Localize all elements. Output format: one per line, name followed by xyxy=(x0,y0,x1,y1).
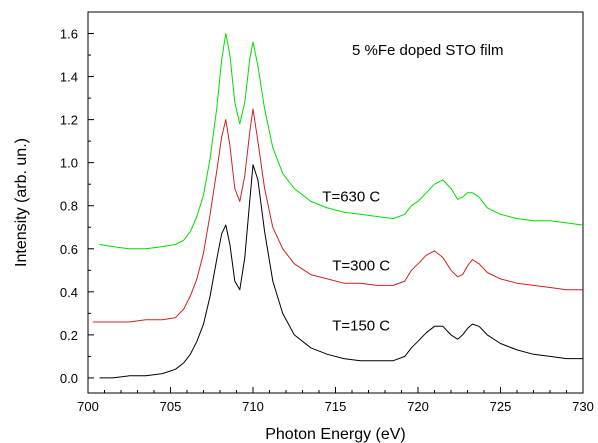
x-tick-label: 730 xyxy=(572,399,594,414)
series-line-3 xyxy=(99,164,583,379)
y-tick-label: 1.0 xyxy=(60,156,78,171)
tick-labels: 700 705 710 715 720 725 730 0.0 0.2 0.4 0.6 0.8 1.0 1… xyxy=(60,27,594,414)
axes-layer xyxy=(87,33,584,393)
y-tick-label: 0.6 xyxy=(60,242,78,257)
y-tick-label: 0.4 xyxy=(60,285,78,300)
annotation-4: T=150 C xyxy=(332,318,390,335)
series-line-1 xyxy=(99,33,584,250)
x-tick-label: 725 xyxy=(490,399,512,414)
y-tick-label: 0.2 xyxy=(60,328,78,343)
series-line-2 xyxy=(92,108,583,323)
y-tick-label: 1.6 xyxy=(60,27,78,42)
y-tick-label: 1.2 xyxy=(60,113,78,128)
annotation-2: T=630 C xyxy=(322,188,380,205)
y-axis-title: Intensity (arb. un.) xyxy=(13,138,30,267)
y-tick-label: 1.4 xyxy=(60,70,78,85)
x-tick-label: 715 xyxy=(325,399,347,414)
annotation-1: 5 %Fe doped STO film xyxy=(352,42,503,59)
x-tick-label: 700 xyxy=(77,399,99,414)
annotations: 5 %Fe doped STO film T=630 C T=300 C T=150 … xyxy=(322,42,503,335)
y-tick-label: 0.8 xyxy=(60,199,78,214)
x-tick-label: 720 xyxy=(407,399,429,414)
y-tick-label: 0.0 xyxy=(60,371,78,386)
series-layer xyxy=(92,33,584,379)
x-axis-title: Photon Energy (eV) xyxy=(265,426,406,443)
x-tick-label: 705 xyxy=(160,399,182,414)
x-tick-label: 710 xyxy=(242,399,264,414)
annotation-3: T=300 C xyxy=(332,257,390,274)
